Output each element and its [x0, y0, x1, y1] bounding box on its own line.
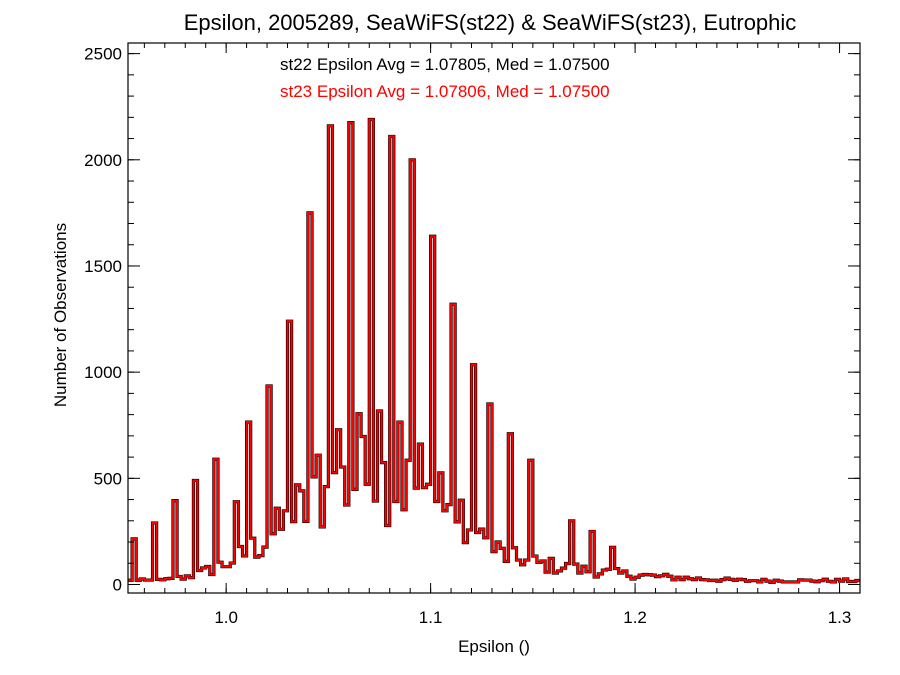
tick-layer: 1.0 1.1 1.2 1.3 0 500 1000 1500 2000 2500 — [84, 43, 861, 627]
x-tick-label: 1.0 — [214, 608, 238, 627]
series-line-st23 — [128, 118, 860, 584]
y-axis-label: Number of Observations — [51, 223, 70, 407]
y-tick-label: 2500 — [84, 45, 122, 64]
plot-frame — [127, 42, 861, 594]
y-tick-label: 1000 — [84, 363, 122, 382]
chart-title: Epsilon, 2005289, SeaWiFS(st22) & SeaWiF… — [184, 10, 797, 35]
y-tick-label: 500 — [94, 469, 122, 488]
y-tick-label: 0 — [113, 576, 122, 595]
x-tick-label: 1.3 — [828, 608, 852, 627]
y-tick-label: 1500 — [84, 257, 122, 276]
x-tick-label: 1.1 — [419, 608, 443, 627]
series-layer — [128, 117, 860, 584]
annotation-st22: st22 Epsilon Avg = 1.07805, Med = 1.0750… — [280, 55, 610, 74]
x-axis-label: Epsilon () — [458, 637, 530, 656]
annotation-st23: st23 Epsilon Avg = 1.07806, Med = 1.0750… — [280, 82, 610, 101]
y-tick-label: 2000 — [84, 151, 122, 170]
x-tick-label: 1.2 — [623, 608, 647, 627]
